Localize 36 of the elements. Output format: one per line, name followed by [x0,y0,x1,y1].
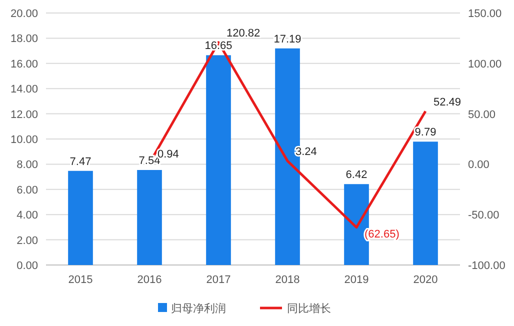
y2-tick-label: 100.00 [468,58,502,70]
bar [137,170,162,265]
legend-label: 同比增长 [287,302,331,315]
y2-tick-label: 150.00 [468,8,502,20]
y2-tick-label: 50.00 [468,108,496,121]
y-tick-label: 4.00 [16,210,38,222]
legend-label: 归母净利润 [171,302,226,315]
data-label: 0.94 [158,148,179,160]
x-tick-label: 2016 [137,274,162,286]
y2-tick-label: 0.00 [468,159,490,172]
y2-tick-label: -100.00 [468,260,506,272]
data-label: 120.82 [226,27,260,40]
data-label: 6.42 [346,169,368,182]
y-tick-label: 8.00 [16,159,38,172]
bar [413,142,438,265]
bar [68,170,93,265]
y-tick-label: 20.00 [10,8,38,20]
data-label: 52.49 [434,96,462,108]
bar [206,55,231,265]
x-tick-label: 2015 [68,274,93,286]
y-tick-label: 2.00 [16,234,38,247]
y-tick-label: 10.00 [10,134,38,146]
x-tick-label: 2018 [275,274,300,286]
data-label: 17.19 [274,33,302,46]
y-tick-label: 12.00 [10,108,38,121]
y-tick-label: 14.00 [10,84,38,96]
y-tick-label: 0.00 [16,260,38,272]
y-tick-label: 6.00 [16,184,38,196]
x-tick-label: 2017 [206,274,231,286]
data-label: 7.47 [70,156,92,168]
x-tick-label: 2019 [344,274,369,286]
y-tick-label: 18.00 [10,33,38,46]
y-tick-label: 16.00 [10,58,38,70]
y2-tick-label: -50.00 [468,210,500,222]
data-label: 9.79 [414,126,436,139]
x-tick-label: 2020 [413,274,438,286]
